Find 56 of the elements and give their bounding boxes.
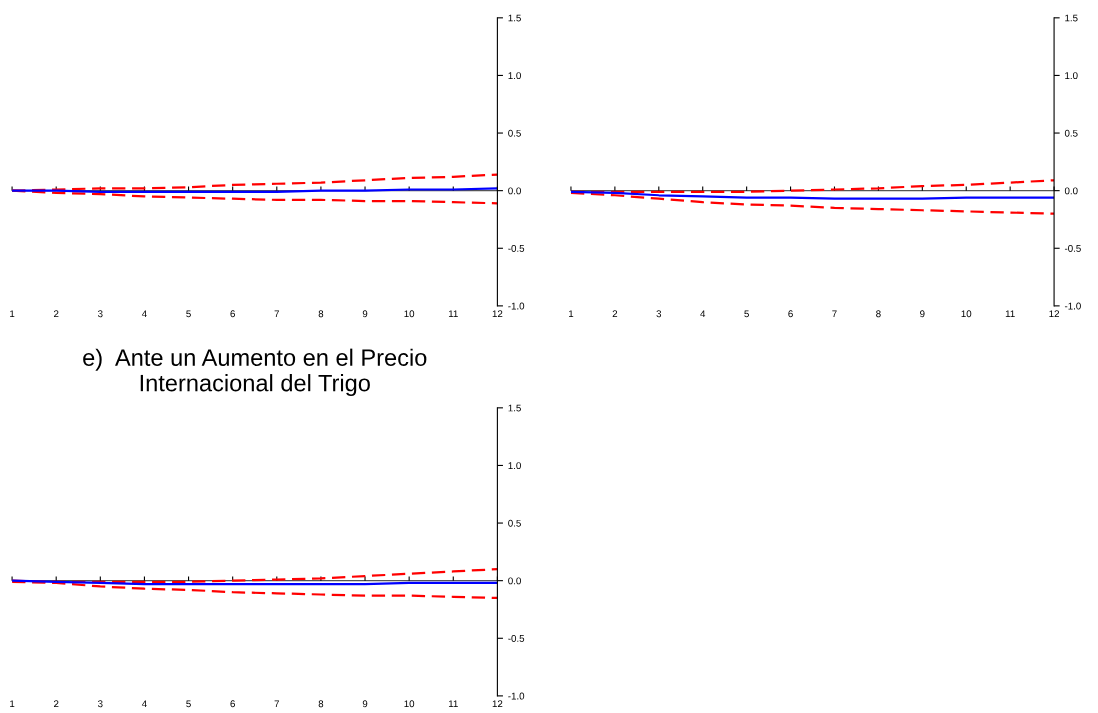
x-tick-label: 3 <box>656 310 662 318</box>
x-tick-label: 5 <box>744 310 749 318</box>
x-tick-label: 4 <box>141 700 147 708</box>
x-tick-label: 5 <box>186 700 191 708</box>
y-tick-label: 1.5 <box>508 404 521 412</box>
x-tick-label: 2 <box>612 310 618 318</box>
x-tick-label: 5 <box>186 310 191 318</box>
y-tick-label: 1.5 <box>1065 14 1078 22</box>
x-tick-label: 7 <box>274 310 280 318</box>
x-tick-label: 12 <box>1049 310 1059 318</box>
x-tick-label: 1 <box>569 310 574 318</box>
x-tick-label: 11 <box>1005 310 1015 318</box>
y-tick-label: 0.0 <box>508 187 521 195</box>
x-tick-label: 9 <box>920 310 925 318</box>
x-tick-label: 7 <box>832 310 837 318</box>
x-tick-label: 10 <box>961 310 972 318</box>
x-tick-label: 12 <box>492 700 503 708</box>
line-series <box>570 190 1055 200</box>
x-tick-label: 7 <box>274 700 280 708</box>
y-tick-label: -1.0 <box>508 692 525 700</box>
x-tick-label: 11 <box>448 700 458 708</box>
y-tick-label: 0.5 <box>508 519 521 527</box>
x-tick-label: 2 <box>53 700 59 708</box>
y-tick-label: -0.5 <box>508 635 525 642</box>
y-tick-label: 1.5 <box>508 14 521 22</box>
x-tick-label: 6 <box>230 310 235 318</box>
y-tick-label: 0.5 <box>508 129 521 137</box>
y-tick-label: -1.0 <box>1064 302 1081 310</box>
x-tick-label: 1 <box>10 310 15 318</box>
y-tick-label: 1.0 <box>1065 72 1078 80</box>
x-tick-label: 6 <box>788 310 793 318</box>
y-tick-label: -0.5 <box>1064 245 1081 252</box>
x-tick-label: 9 <box>362 310 368 318</box>
y-tick-label: -0.5 <box>508 245 525 252</box>
x-tick-label: 6 <box>230 700 235 708</box>
x-tick-label: 1 <box>10 700 15 708</box>
x-tick-label: 8 <box>318 700 324 708</box>
x-tick-label: 10 <box>404 700 415 708</box>
y-tick-label: 1.0 <box>508 72 521 80</box>
y-tick-label: 0.5 <box>1064 129 1078 137</box>
x-tick-label: 3 <box>97 700 103 708</box>
x-tick-label: 9 <box>362 700 368 708</box>
y-tick-label: -1.0 <box>508 302 525 310</box>
x-tick-label: 2 <box>53 310 59 318</box>
x-tick-label: 3 <box>97 310 103 318</box>
chart-title: e) Ante un Aumento en el Precio Internacional del Trigo <box>83 348 427 397</box>
x-tick-label: 8 <box>876 310 881 318</box>
y-tick-label: 0.0 <box>508 577 521 585</box>
y-tick-label: 0.0 <box>1064 187 1078 195</box>
x-tick-label: 11 <box>448 310 458 318</box>
x-tick-label: 4 <box>700 310 706 318</box>
y-tick-label: 1.0 <box>508 462 521 470</box>
x-tick-label: 4 <box>141 310 147 318</box>
x-tick-label: 10 <box>404 310 415 318</box>
x-tick-label: 12 <box>492 310 503 318</box>
x-tick-label: 8 <box>318 310 324 318</box>
